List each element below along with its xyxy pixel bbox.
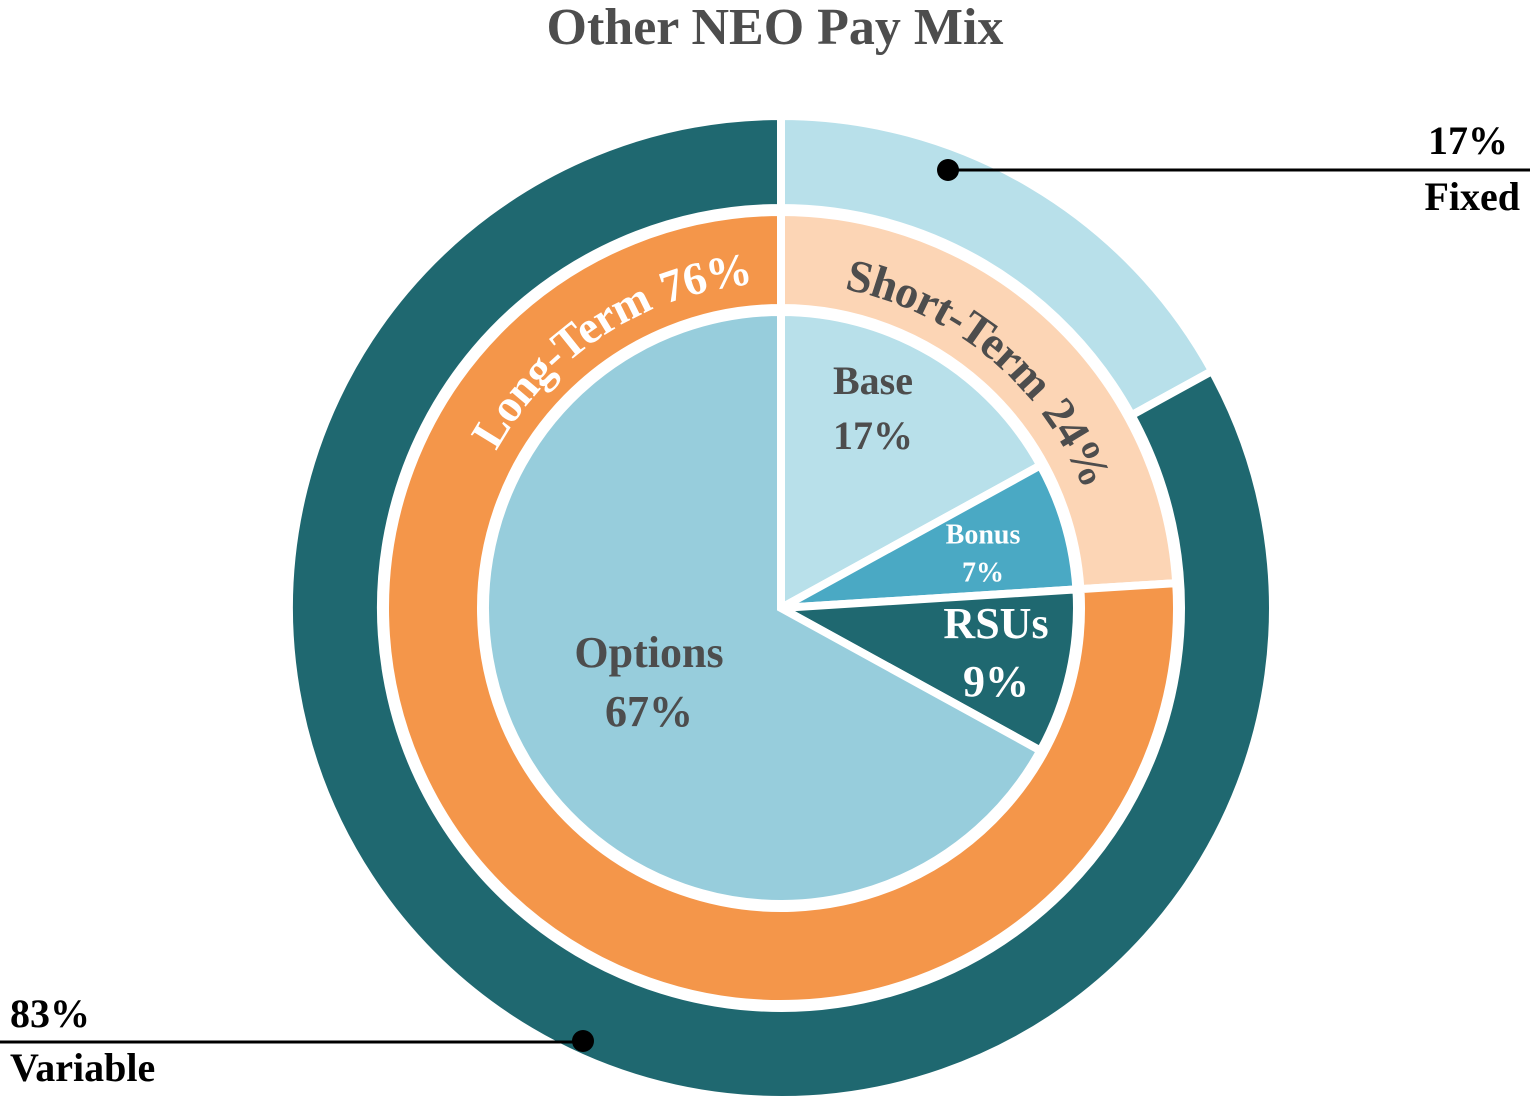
value-label: 7% xyxy=(962,557,1004,588)
value-label: 17% xyxy=(833,413,913,458)
segment-label: Bonus xyxy=(946,519,1021,550)
chart-title: Other NEO Pay Mix xyxy=(547,0,1004,56)
wedge xyxy=(777,207,1181,594)
value-label: 83% xyxy=(10,991,90,1036)
segment-label: Variable xyxy=(10,1045,155,1090)
value-label: 17% xyxy=(1428,118,1508,163)
wedge xyxy=(777,307,1046,615)
segment-label: Fixed xyxy=(1424,174,1520,219)
segment-label: RSUs xyxy=(943,599,1048,648)
segment-label: Base xyxy=(833,358,913,403)
wedge xyxy=(779,459,1081,612)
segment-label: Options xyxy=(574,628,723,677)
wedge xyxy=(381,207,1181,1008)
wedge xyxy=(285,111,1277,1104)
wedge xyxy=(767,585,1081,757)
value-label: 67% xyxy=(605,687,693,736)
leader-dot xyxy=(572,1030,594,1052)
value-label: 9% xyxy=(963,657,1029,706)
wedge xyxy=(481,307,1046,908)
leader-dot xyxy=(937,159,959,181)
